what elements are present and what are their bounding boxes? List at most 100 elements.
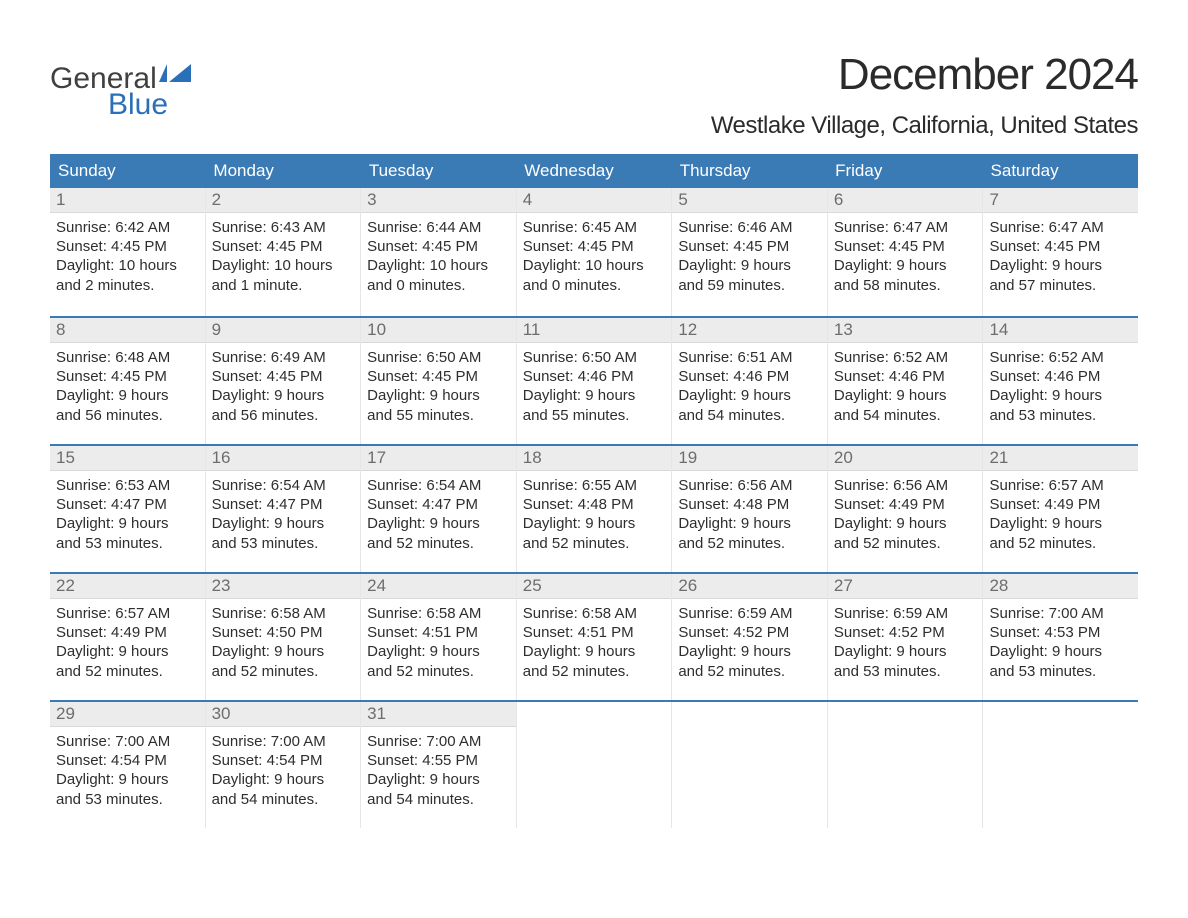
day-sr: Sunrise: 6:57 AM (56, 604, 199, 623)
day-cell: 12Sunrise: 6:51 AMSunset: 4:46 PMDayligh… (672, 318, 828, 444)
day-d1: Daylight: 9 hours (523, 514, 666, 533)
day-number: 18 (517, 446, 672, 471)
day-number: 1 (50, 188, 205, 213)
day-body: Sunrise: 6:53 AMSunset: 4:47 PMDaylight:… (50, 471, 205, 558)
day-number (828, 702, 983, 727)
day-d2: and 54 minutes. (834, 406, 977, 425)
day-body: Sunrise: 6:48 AMSunset: 4:45 PMDaylight:… (50, 343, 205, 430)
week-row: 29Sunrise: 7:00 AMSunset: 4:54 PMDayligh… (50, 700, 1138, 828)
day-number: 13 (828, 318, 983, 343)
day-body: Sunrise: 6:43 AMSunset: 4:45 PMDaylight:… (206, 213, 361, 300)
day-sr: Sunrise: 6:53 AM (56, 476, 199, 495)
day-number: 8 (50, 318, 205, 343)
day-sr: Sunrise: 6:59 AM (834, 604, 977, 623)
day-d1: Daylight: 9 hours (678, 256, 821, 275)
day-ss: Sunset: 4:51 PM (523, 623, 666, 642)
day-number: 26 (672, 574, 827, 599)
week-row: 8Sunrise: 6:48 AMSunset: 4:45 PMDaylight… (50, 316, 1138, 444)
day-cell: 5Sunrise: 6:46 AMSunset: 4:45 PMDaylight… (672, 188, 828, 316)
day-cell: 15Sunrise: 6:53 AMSunset: 4:47 PMDayligh… (50, 446, 206, 572)
day-cell: 29Sunrise: 7:00 AMSunset: 4:54 PMDayligh… (50, 702, 206, 828)
day-number: 17 (361, 446, 516, 471)
day-d1: Daylight: 9 hours (989, 642, 1132, 661)
day-sr: Sunrise: 6:49 AM (212, 348, 355, 367)
day-cell: 27Sunrise: 6:59 AMSunset: 4:52 PMDayligh… (828, 574, 984, 700)
day-ss: Sunset: 4:46 PM (834, 367, 977, 386)
day-body: Sunrise: 6:55 AMSunset: 4:48 PMDaylight:… (517, 471, 672, 558)
day-d1: Daylight: 9 hours (989, 386, 1132, 405)
day-cell: 3Sunrise: 6:44 AMSunset: 4:45 PMDaylight… (361, 188, 517, 316)
day-sr: Sunrise: 6:47 AM (989, 218, 1132, 237)
day-cell: 17Sunrise: 6:54 AMSunset: 4:47 PMDayligh… (361, 446, 517, 572)
day-body: Sunrise: 6:52 AMSunset: 4:46 PMDaylight:… (828, 343, 983, 430)
day-ss: Sunset: 4:55 PM (367, 751, 510, 770)
day-sr: Sunrise: 6:48 AM (56, 348, 199, 367)
day-d1: Daylight: 9 hours (56, 770, 199, 789)
day-body: Sunrise: 6:59 AMSunset: 4:52 PMDaylight:… (828, 599, 983, 686)
day-cell: 11Sunrise: 6:50 AMSunset: 4:46 PMDayligh… (517, 318, 673, 444)
day-cell (828, 702, 984, 828)
day-body: Sunrise: 7:00 AMSunset: 4:55 PMDaylight:… (361, 727, 516, 814)
day-d1: Daylight: 9 hours (367, 770, 510, 789)
day-number: 19 (672, 446, 827, 471)
day-body (983, 727, 1138, 737)
day-d2: and 52 minutes. (678, 662, 821, 681)
day-sr: Sunrise: 6:56 AM (834, 476, 977, 495)
day-sr: Sunrise: 6:58 AM (212, 604, 355, 623)
day-ss: Sunset: 4:54 PM (56, 751, 199, 770)
day-d2: and 52 minutes. (678, 534, 821, 553)
weekday-tuesday: Tuesday (361, 154, 516, 188)
day-cell: 23Sunrise: 6:58 AMSunset: 4:50 PMDayligh… (206, 574, 362, 700)
day-d2: and 54 minutes. (678, 406, 821, 425)
day-sr: Sunrise: 6:57 AM (989, 476, 1132, 495)
day-d2: and 0 minutes. (367, 276, 510, 295)
day-body: Sunrise: 6:57 AMSunset: 4:49 PMDaylight:… (50, 599, 205, 686)
day-body: Sunrise: 7:00 AMSunset: 4:53 PMDaylight:… (983, 599, 1138, 686)
weekday-monday: Monday (205, 154, 360, 188)
day-number: 20 (828, 446, 983, 471)
day-body: Sunrise: 6:46 AMSunset: 4:45 PMDaylight:… (672, 213, 827, 300)
day-d2: and 54 minutes. (367, 790, 510, 809)
day-d2: and 52 minutes. (367, 662, 510, 681)
day-d1: Daylight: 9 hours (212, 642, 355, 661)
day-cell: 18Sunrise: 6:55 AMSunset: 4:48 PMDayligh… (517, 446, 673, 572)
day-body: Sunrise: 6:56 AMSunset: 4:49 PMDaylight:… (828, 471, 983, 558)
day-ss: Sunset: 4:49 PM (834, 495, 977, 514)
day-body (828, 727, 983, 737)
day-sr: Sunrise: 7:00 AM (367, 732, 510, 751)
day-number: 12 (672, 318, 827, 343)
page-title: December 2024 (711, 50, 1138, 100)
day-d1: Daylight: 10 hours (523, 256, 666, 275)
day-d2: and 55 minutes. (523, 406, 666, 425)
week-row: 15Sunrise: 6:53 AMSunset: 4:47 PMDayligh… (50, 444, 1138, 572)
day-ss: Sunset: 4:52 PM (834, 623, 977, 642)
day-ss: Sunset: 4:45 PM (523, 237, 666, 256)
day-cell: 22Sunrise: 6:57 AMSunset: 4:49 PMDayligh… (50, 574, 206, 700)
day-d1: Daylight: 9 hours (834, 256, 977, 275)
day-d1: Daylight: 9 hours (56, 386, 199, 405)
day-d1: Daylight: 9 hours (367, 386, 510, 405)
logo: General Blue (50, 50, 191, 120)
day-d1: Daylight: 9 hours (989, 256, 1132, 275)
day-d2: and 53 minutes. (56, 790, 199, 809)
day-ss: Sunset: 4:50 PM (212, 623, 355, 642)
day-cell: 8Sunrise: 6:48 AMSunset: 4:45 PMDaylight… (50, 318, 206, 444)
day-d1: Daylight: 9 hours (834, 386, 977, 405)
day-sr: Sunrise: 6:58 AM (523, 604, 666, 623)
title-block: December 2024 Westlake Village, Californ… (711, 50, 1138, 140)
day-d2: and 2 minutes. (56, 276, 199, 295)
day-d1: Daylight: 9 hours (212, 386, 355, 405)
day-d1: Daylight: 10 hours (212, 256, 355, 275)
day-body: Sunrise: 6:57 AMSunset: 4:49 PMDaylight:… (983, 471, 1138, 558)
day-body (517, 727, 672, 737)
day-ss: Sunset: 4:45 PM (834, 237, 977, 256)
day-d1: Daylight: 9 hours (678, 642, 821, 661)
day-sr: Sunrise: 6:54 AM (212, 476, 355, 495)
day-d2: and 52 minutes. (523, 662, 666, 681)
day-cell: 4Sunrise: 6:45 AMSunset: 4:45 PMDaylight… (517, 188, 673, 316)
day-ss: Sunset: 4:47 PM (56, 495, 199, 514)
day-cell: 6Sunrise: 6:47 AMSunset: 4:45 PMDaylight… (828, 188, 984, 316)
day-body: Sunrise: 6:49 AMSunset: 4:45 PMDaylight:… (206, 343, 361, 430)
day-ss: Sunset: 4:49 PM (56, 623, 199, 642)
day-number: 30 (206, 702, 361, 727)
